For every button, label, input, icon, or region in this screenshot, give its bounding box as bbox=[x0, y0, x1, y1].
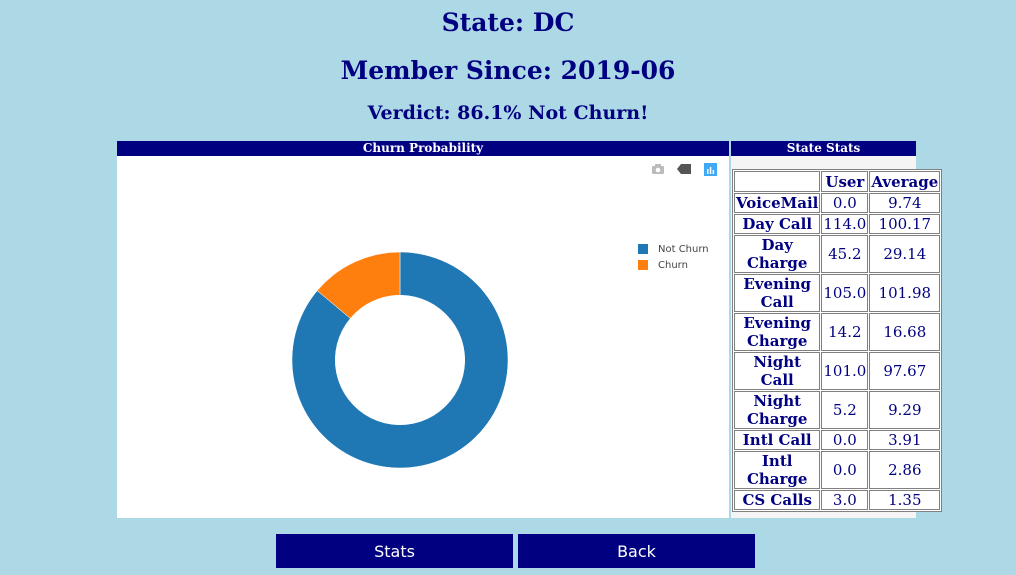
churn-donut-chart bbox=[291, 251, 509, 469]
row-user-value: 45.2 bbox=[821, 235, 869, 273]
camera-icon[interactable] bbox=[649, 162, 667, 176]
tag-icon[interactable] bbox=[675, 162, 693, 176]
member-since-heading: Member Since: 2019-06 bbox=[340, 56, 676, 85]
row-label: Intl Charge bbox=[734, 451, 821, 489]
table-row: Night Charge 5.2 9.29 bbox=[734, 391, 941, 429]
state-stats-panel: State Stats User Average VoiceMail 0.0 9… bbox=[731, 141, 943, 518]
state-heading: State: DC bbox=[441, 8, 575, 37]
back-button[interactable]: Back bbox=[518, 534, 755, 568]
row-label: Night Call bbox=[734, 352, 821, 390]
row-label: Intl Call bbox=[734, 430, 821, 450]
row-user-value: 14.2 bbox=[821, 313, 869, 351]
row-label: Night Charge bbox=[734, 391, 821, 429]
row-average-value: 97.67 bbox=[869, 352, 941, 390]
churn-probability-title: Churn Probability bbox=[117, 141, 729, 156]
table-header-row: User Average bbox=[734, 171, 941, 192]
table-row: CS Calls 3.0 1.35 bbox=[734, 490, 941, 510]
row-label: VoiceMail bbox=[734, 193, 821, 213]
table-row: Day Call 114.0 100.17 bbox=[734, 214, 941, 234]
row-average-value: 2.86 bbox=[869, 451, 941, 489]
legend-swatch-not-churn bbox=[638, 244, 648, 254]
legend-item-churn[interactable]: Churn bbox=[638, 257, 709, 273]
row-average-value: 100.17 bbox=[869, 214, 941, 234]
table-row: Intl Call 0.0 3.91 bbox=[734, 430, 941, 450]
row-user-value: 3.0 bbox=[821, 490, 869, 510]
donut-slice-churn[interactable] bbox=[316, 251, 401, 319]
state-stats-title: State Stats bbox=[731, 141, 916, 156]
row-average-value: 1.35 bbox=[869, 490, 941, 510]
table-row: Evening Charge 14.2 16.68 bbox=[734, 313, 941, 351]
chart-modebar bbox=[649, 162, 719, 176]
column-header-user: User bbox=[821, 171, 869, 192]
churn-probability-panel: Churn Probability Not Churn bbox=[117, 141, 729, 518]
row-average-value: 29.14 bbox=[869, 235, 941, 273]
row-user-value: 5.2 bbox=[821, 391, 869, 429]
row-label: CS Calls bbox=[734, 490, 821, 510]
row-user-value: 105.0 bbox=[821, 274, 869, 312]
row-average-value: 3.91 bbox=[869, 430, 941, 450]
chart-area: Not Churn Churn bbox=[117, 156, 729, 518]
row-user-value: 114.0 bbox=[821, 214, 869, 234]
state-stats-table: User Average VoiceMail 0.0 9.74 Day Call… bbox=[732, 169, 943, 512]
row-label: Day Call bbox=[734, 214, 821, 234]
row-label: Day Charge bbox=[734, 235, 821, 273]
donut-slice-not-churn[interactable] bbox=[291, 251, 509, 469]
row-label: Evening Charge bbox=[734, 313, 821, 351]
row-user-value: 0.0 bbox=[821, 193, 869, 213]
stats-button[interactable]: Stats bbox=[276, 534, 513, 568]
table-row: Day Charge 45.2 29.14 bbox=[734, 235, 941, 273]
verdict-heading: Verdict: 86.1% Not Churn! bbox=[367, 102, 649, 124]
table-row: Intl Charge 0.0 2.86 bbox=[734, 451, 941, 489]
row-user-value: 0.0 bbox=[821, 430, 869, 450]
plotly-logo-icon[interactable] bbox=[701, 162, 719, 176]
row-average-value: 101.98 bbox=[869, 274, 941, 312]
legend-item-not-churn[interactable]: Not Churn bbox=[638, 241, 709, 257]
legend-label-not-churn: Not Churn bbox=[658, 243, 709, 255]
table-row: Evening Call 105.0 101.98 bbox=[734, 274, 941, 312]
table-row: VoiceMail 0.0 9.74 bbox=[734, 193, 941, 213]
row-average-value: 9.74 bbox=[869, 193, 941, 213]
column-header-blank bbox=[734, 171, 821, 192]
table-row: Night Call 101.0 97.67 bbox=[734, 352, 941, 390]
row-user-value: 101.0 bbox=[821, 352, 869, 390]
row-label: Evening Call bbox=[734, 274, 821, 312]
row-average-value: 9.29 bbox=[869, 391, 941, 429]
chart-legend: Not Churn Churn bbox=[638, 241, 709, 273]
legend-label-churn: Churn bbox=[658, 259, 688, 271]
row-average-value: 16.68 bbox=[869, 313, 941, 351]
legend-swatch-churn bbox=[638, 260, 648, 270]
column-header-average: Average bbox=[869, 171, 941, 192]
row-user-value: 0.0 bbox=[821, 451, 869, 489]
